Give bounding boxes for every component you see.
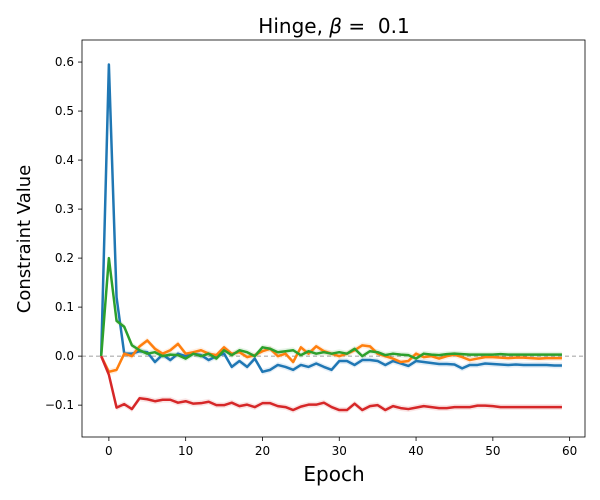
y-tick-label: 0.0 bbox=[55, 349, 74, 363]
y-axis-ticks: −0.1 0.0 0.1 0.2 0.3 0.4 0.5 0.6 bbox=[45, 55, 82, 412]
y-tick-label: 0.3 bbox=[55, 202, 74, 216]
plot-frame bbox=[81, 39, 586, 438]
y-tick-label: 0.5 bbox=[55, 104, 74, 118]
y-tick-label: 0.2 bbox=[55, 251, 74, 265]
y-tick-label: −0.1 bbox=[45, 398, 74, 412]
chart-title-prefix: Hinge, bbox=[258, 14, 329, 38]
series-4-line bbox=[100, 355, 562, 412]
chart-title-suffix: = 0.1 bbox=[342, 14, 410, 38]
series-3-band bbox=[101, 255, 562, 362]
x-tick-label: 20 bbox=[255, 444, 270, 458]
y-tick-label: 0.6 bbox=[55, 55, 74, 69]
x-tick-label: 60 bbox=[562, 444, 577, 458]
series-lines bbox=[99, 63, 562, 412]
x-tick-label: 10 bbox=[178, 444, 193, 458]
chart-title-symbol: β bbox=[328, 14, 342, 38]
series-2-band bbox=[101, 337, 562, 375]
x-tick-label: 50 bbox=[485, 444, 500, 458]
x-tick-label: 30 bbox=[332, 444, 347, 458]
y-axis-label: Constraint Value bbox=[14, 165, 35, 313]
y-tick-label: 0.1 bbox=[55, 300, 74, 314]
x-axis-ticks: 0 10 20 30 40 50 60 bbox=[105, 437, 577, 458]
y-tick-label: 0.4 bbox=[55, 153, 74, 167]
series-3-line bbox=[99, 256, 562, 360]
x-axis-label: Epoch bbox=[303, 462, 364, 486]
x-tick-label: 0 bbox=[105, 444, 113, 458]
series-1-line bbox=[99, 63, 562, 374]
chart-title: Hinge, β = 0.1 bbox=[258, 14, 409, 38]
x-tick-label: 40 bbox=[408, 444, 423, 458]
